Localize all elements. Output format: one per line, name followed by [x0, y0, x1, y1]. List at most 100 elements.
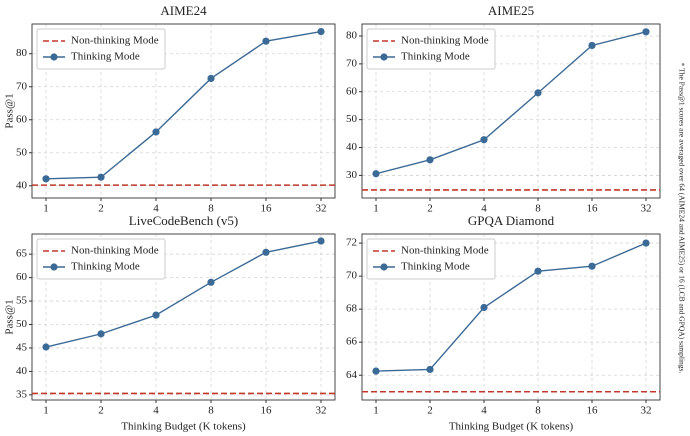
x-tick-label: 16 [587, 405, 599, 417]
point [480, 136, 488, 144]
x-tick-label: 1 [373, 405, 379, 417]
legend-box [366, 28, 496, 70]
x-tick-label: 1 [43, 203, 49, 215]
x-axis-label: Thinking Budget (K tokens) [449, 421, 574, 433]
point [97, 173, 105, 181]
plot-frame [361, 233, 661, 401]
point [642, 28, 650, 36]
x-tick-label: 32 [316, 203, 327, 215]
x-tick-label: 16 [261, 405, 273, 417]
legend-label: Thinking Mode [401, 51, 470, 63]
point [152, 128, 160, 136]
y-tick-label: 40 [16, 179, 28, 191]
point [588, 262, 596, 270]
x-tick-label: 8 [208, 405, 214, 417]
point [426, 156, 434, 164]
point [42, 343, 50, 351]
legend-label: Thinking Mode [71, 51, 140, 63]
y-tick-label: 70 [346, 57, 358, 69]
x-tick-label: 32 [641, 405, 652, 417]
y-tick-label: 50 [16, 146, 28, 158]
x-tick-label: 16 [587, 203, 599, 215]
x-tick-label: 8 [535, 203, 541, 215]
x-tick-label: 2 [427, 405, 433, 417]
x-tick-label: 4 [481, 405, 487, 417]
legend-marker [50, 53, 58, 61]
legend-marker [380, 53, 388, 61]
legend-label: Non-thinking Mode [71, 245, 159, 257]
point [207, 74, 215, 83]
x-tick-label: 1 [43, 405, 49, 417]
legend-label: Thinking Mode [401, 261, 470, 273]
x-axis-label: Thinking Budget (K tokens) [121, 421, 246, 433]
legend-box [36, 28, 166, 70]
x-tick-label: 4 [481, 203, 487, 215]
y-tick-label: 72 [346, 237, 357, 249]
y-tick-label: 64 [346, 369, 358, 381]
legend-marker [380, 263, 388, 271]
y-axis-label: Pass@1 [4, 93, 16, 128]
y-tick-label: 30 [346, 169, 358, 181]
y-axis-label: Pass@1 [4, 299, 16, 334]
x-tick-label: 8 [208, 203, 214, 215]
y-tick-label: 60 [346, 85, 358, 97]
point [262, 37, 270, 45]
x-tick-label: 4 [153, 203, 159, 215]
x-tick-label: 8 [535, 405, 541, 417]
y-tick-label: 60 [16, 113, 28, 125]
point [372, 170, 380, 178]
y-tick-label: 70 [16, 80, 28, 92]
point [534, 267, 542, 275]
chart-title: AIME24 [160, 3, 207, 18]
legend-label: Non-thinking Mode [401, 35, 489, 47]
y-tick-label: 40 [16, 365, 28, 377]
series-line [375, 242, 647, 372]
series-line [45, 240, 322, 348]
point [317, 27, 325, 36]
y-tick-label: 80 [16, 47, 28, 59]
y-tick-label: 66 [346, 336, 358, 348]
chart-title: AIME25 [488, 3, 534, 18]
y-tick-label: 50 [346, 113, 358, 125]
legend-label: Non-thinking Mode [71, 35, 159, 47]
point [642, 239, 650, 247]
point [480, 303, 488, 312]
point [207, 278, 215, 286]
legend-label: Thinking Mode [71, 261, 140, 273]
point [534, 89, 542, 97]
x-tick-label: 2 [98, 405, 104, 417]
x-tick-label: 16 [261, 203, 273, 215]
y-tick-label: 70 [346, 270, 358, 282]
y-tick-label: 55 [16, 295, 28, 307]
footnote: * The Pass@1 scores are averaged over 64… [677, 63, 686, 374]
point [97, 330, 105, 338]
y-tick-label: 40 [346, 141, 358, 153]
point [152, 311, 160, 319]
x-tick-label: 2 [427, 203, 433, 215]
plot-frame [31, 233, 336, 401]
point [372, 367, 380, 375]
legend-marker [50, 263, 58, 271]
plot-frame [361, 23, 661, 199]
y-tick-label: 65 [16, 248, 28, 260]
point [426, 365, 434, 374]
x-tick-label: 2 [98, 203, 104, 215]
y-tick-label: 80 [346, 30, 358, 42]
x-tick-label: 4 [153, 405, 159, 417]
x-tick-label: 32 [316, 405, 327, 417]
legend-box [36, 238, 166, 280]
point [588, 41, 596, 50]
point [42, 175, 50, 183]
y-tick-label: 50 [16, 318, 28, 330]
y-tick-label: 45 [16, 341, 28, 353]
series-line [375, 31, 647, 175]
x-tick-label: 1 [373, 203, 379, 215]
legend-label: Non-thinking Mode [401, 245, 489, 257]
x-tick-label: 32 [641, 203, 652, 215]
series-line [45, 30, 322, 180]
y-tick-label: 68 [346, 303, 358, 315]
y-tick-label: 35 [16, 388, 28, 400]
point [262, 248, 270, 256]
chart-title: GPQA Diamond [468, 213, 555, 228]
